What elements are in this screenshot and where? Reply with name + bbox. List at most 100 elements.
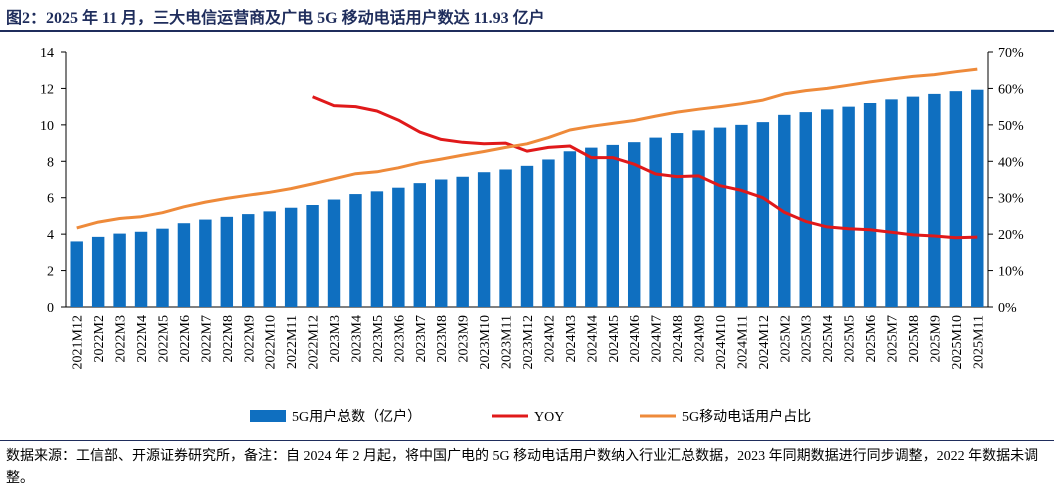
- x-tick-label: 2022M12: [307, 315, 322, 369]
- bar: [713, 127, 727, 307]
- bar: [627, 142, 641, 307]
- y2-tick-label: 10%: [998, 265, 1024, 280]
- y-tick-label: 6: [47, 192, 54, 207]
- x-tick-label: 2023M3: [328, 315, 343, 362]
- bar: [885, 99, 898, 307]
- x-tick-label: 2023M7: [414, 315, 429, 362]
- bar: [91, 236, 105, 307]
- x-tick-label: 2025M3: [800, 315, 815, 362]
- x-tick-label: 2025M2: [778, 315, 793, 362]
- x-tick-label: 2022M6: [178, 315, 193, 362]
- bar: [370, 191, 384, 307]
- x-tick-label: 2022M5: [156, 315, 171, 362]
- chart: 0 2 4 6 8 10 12 14 0% 10% 20% 30% 40% 50% 60% 70% 2021M1…: [40, 46, 1024, 425]
- legend-label: 5G用户总数（亿户）: [292, 408, 421, 425]
- note: 数据来源：工信部、开源证券研究所，备注：自 2024 年 2 月起，将中国广电的…: [6, 449, 1039, 486]
- bar: [520, 165, 534, 307]
- bar: [585, 147, 598, 307]
- bar: [906, 96, 920, 307]
- y-tick-label: 14: [40, 46, 54, 61]
- x-tick-label: 2022M4: [135, 315, 150, 362]
- x-tick-label: 2024M12: [757, 315, 772, 369]
- bar: [863, 103, 877, 307]
- bar: [156, 228, 169, 307]
- bar: [949, 91, 963, 308]
- x-tick-label: 2022M2: [92, 315, 107, 362]
- legend-swatch: [250, 410, 286, 422]
- bar: [477, 172, 491, 307]
- bar: [735, 124, 748, 307]
- chart-title: 图2：2025 年 11 月，三大电信运营商及广电 5G 移动电话用户数达 11…: [6, 10, 545, 27]
- x-tick-label: 2025M6: [864, 315, 879, 362]
- bar: [499, 169, 512, 307]
- bar: [820, 109, 834, 307]
- bar: [242, 214, 255, 307]
- x-tick-label: 2025M11: [971, 315, 986, 369]
- bar: [649, 137, 662, 307]
- x-tick-label: 2024M9: [693, 315, 708, 362]
- bar: [928, 93, 941, 308]
- bar: [971, 89, 984, 307]
- x-tick-label: 2022M7: [199, 315, 214, 362]
- bar: [692, 130, 705, 307]
- x-tick-label: 2023M4: [349, 315, 364, 362]
- line: [76, 67, 978, 230]
- y2-tick-label: 60%: [998, 82, 1024, 97]
- y-tick-label: 8: [47, 155, 54, 170]
- bar: [842, 106, 855, 308]
- bar: [606, 144, 619, 307]
- x-tick-label: 2025M8: [907, 315, 922, 362]
- x-tick-label: 2023M10: [478, 315, 493, 369]
- y-tick-label: 4: [47, 228, 54, 243]
- y-tick-label: 2: [47, 265, 54, 280]
- bar: [327, 199, 341, 307]
- x-tick-label: 2024M8: [671, 315, 686, 362]
- x-tick-label: 2024M10: [714, 315, 729, 369]
- bar: [756, 122, 770, 307]
- y2-tick-label: 40%: [998, 155, 1024, 170]
- x-tick-label: 2024M11: [735, 315, 750, 369]
- x-tick-label: 2024M2: [542, 315, 557, 362]
- bar: [563, 151, 577, 307]
- legend-label: 5G移动电话用户占比: [682, 408, 811, 425]
- x-tick-label: 2022M9: [242, 315, 257, 362]
- y2-tick-label: 70%: [998, 46, 1024, 61]
- bar: [435, 179, 448, 307]
- x-tick-label: 2022M3: [114, 315, 129, 362]
- x-tick-label: 2022M10: [264, 315, 279, 369]
- bar: [199, 219, 212, 307]
- note-rule: [0, 440, 1054, 441]
- bar: [392, 187, 405, 307]
- x-tick-label: 2025M4: [821, 315, 836, 362]
- bar: [284, 207, 298, 307]
- y-tick-label: 0: [47, 301, 54, 316]
- title-rule: [0, 30, 1054, 32]
- x-tick-label: 2023M8: [435, 315, 450, 362]
- bar: [413, 183, 427, 307]
- y2-tick-label: 20%: [998, 228, 1024, 243]
- y2-tick-label: 50%: [998, 119, 1024, 134]
- x-tick-label: 2024M3: [564, 315, 579, 362]
- x-tick-label: 2023M12: [521, 315, 536, 369]
- bar: [349, 194, 362, 307]
- bar: [306, 205, 319, 307]
- x-tick-label: 2024M7: [650, 315, 665, 362]
- bar: [220, 216, 234, 307]
- y-tick-label: 10: [40, 119, 54, 134]
- x-tick-label: 2025M5: [843, 315, 858, 362]
- x-tick-label: 2025M7: [886, 315, 901, 362]
- bar: [799, 112, 812, 307]
- bar: [70, 241, 83, 307]
- x-tick-label: 2025M10: [950, 315, 965, 369]
- x-tick-label: 2022M11: [285, 315, 300, 369]
- x-tick-label: 2023M9: [457, 315, 472, 362]
- y-tick-label: 12: [40, 82, 54, 97]
- bar: [113, 233, 126, 307]
- bar: [542, 159, 555, 307]
- y2-tick-label: 0%: [998, 301, 1017, 316]
- line: [312, 95, 978, 240]
- x-tick-label: 2022M8: [221, 315, 236, 362]
- x-tick-label: 2023M11: [500, 315, 515, 369]
- x-tick-label: 2023M5: [371, 315, 386, 362]
